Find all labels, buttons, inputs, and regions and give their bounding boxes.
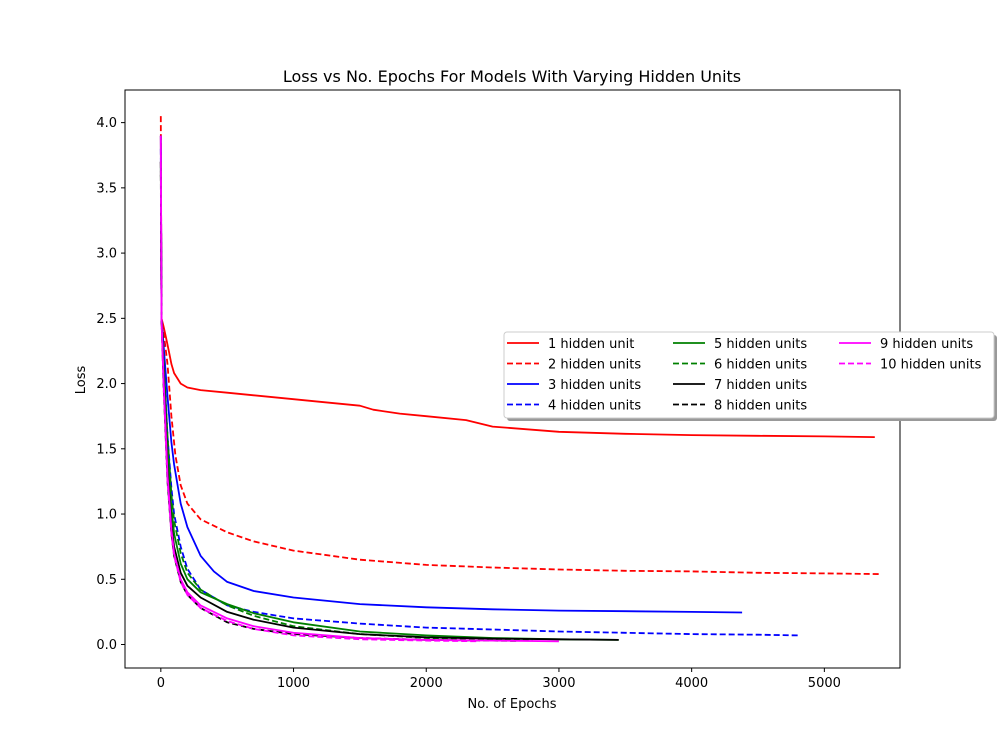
series-line-10 xyxy=(159,161,480,643)
legend-label: 2 hidden units xyxy=(548,358,641,373)
legend-label: 7 hidden units xyxy=(714,378,807,393)
legend-label: 6 hidden units xyxy=(714,358,807,373)
x-tick-label: 3000 xyxy=(542,676,575,691)
chart-title: Loss vs No. Epochs For Models With Varyi… xyxy=(283,67,741,86)
x-axis: 0 1000 2000 3000 4000 5000 xyxy=(157,668,841,691)
series-line-9 xyxy=(159,135,559,643)
series-lines xyxy=(159,116,882,643)
y-tick-label: 3.5 xyxy=(96,181,117,196)
x-tick-label: 0 xyxy=(157,676,165,691)
y-axis-label: Loss xyxy=(74,366,89,395)
legend-label: 5 hidden units xyxy=(714,337,807,352)
x-tick-label: 1000 xyxy=(277,676,310,691)
legend-label: 10 hidden units xyxy=(880,358,982,373)
series-line-2 xyxy=(159,116,882,575)
y-tick-label: 0.0 xyxy=(96,638,117,653)
y-tick-label: 1.0 xyxy=(96,508,117,523)
x-tick-label: 2000 xyxy=(410,676,443,691)
legend-label: 4 hidden units xyxy=(548,399,641,414)
legend-box xyxy=(503,331,995,419)
y-tick-label: 2.5 xyxy=(96,312,117,327)
x-axis-label: No. of Epochs xyxy=(468,697,557,712)
y-tick-label: 1.5 xyxy=(96,442,117,457)
legend: 1 hidden unit 2 hidden units 3 hidden unit… xyxy=(503,331,997,421)
legend-label: 3 hidden units xyxy=(548,378,641,393)
y-tick-label: 4.0 xyxy=(96,116,117,131)
legend-label: 9 hidden units xyxy=(880,337,973,352)
series-line-3 xyxy=(159,135,743,614)
y-axis: 0.0 0.5 1.0 1.5 2.0 2.5 3.0 3.5 4.0 xyxy=(96,116,125,653)
series-line-1 xyxy=(159,135,875,438)
x-tick-label: 5000 xyxy=(808,676,841,691)
y-tick-label: 2.0 xyxy=(96,377,117,392)
legend-label: 1 hidden unit xyxy=(548,337,634,352)
series-line-6 xyxy=(159,161,533,641)
y-tick-label: 0.5 xyxy=(96,573,117,588)
y-tick-label: 3.0 xyxy=(96,247,117,262)
legend-label: 8 hidden units xyxy=(714,399,807,414)
x-tick-label: 4000 xyxy=(675,676,708,691)
